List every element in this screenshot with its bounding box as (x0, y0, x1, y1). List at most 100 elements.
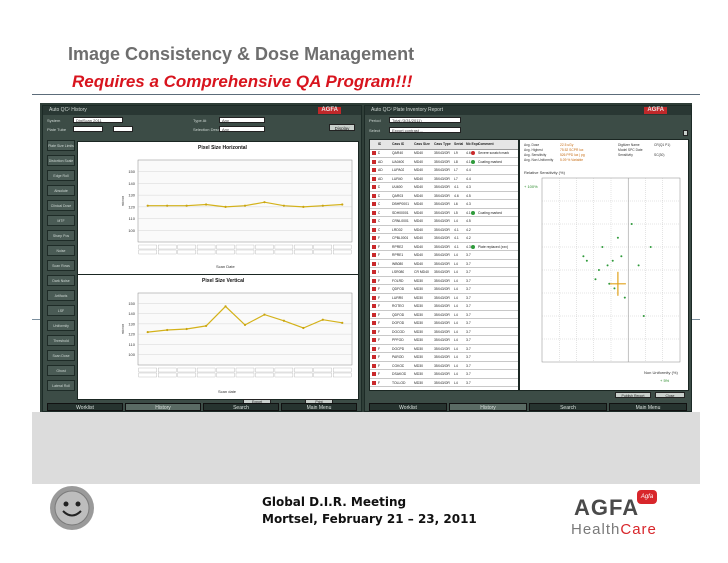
period-select[interactable]: Total (3/31/2011) (389, 117, 461, 123)
cell-size: MD30 (414, 321, 424, 325)
info-label: Sensitivity (618, 153, 633, 157)
side-button-8[interactable]: Scan Rows (47, 260, 75, 271)
cell-cass: LSR080 (392, 270, 405, 274)
status-indicator (372, 363, 376, 368)
table-row[interactable]: F PPFOD MD30 35X43/OR L4 3.7 (370, 336, 518, 345)
cell-size: MD40 (414, 219, 424, 223)
table-row[interactable]: F LURR0 MD30 35X43/OR L4 3.7 (370, 294, 518, 302)
inventory-tab-worklist[interactable]: Worklist (369, 403, 447, 411)
table-row[interactable]: F DSAKOD MD30 35X43/OR L4 3.7 (370, 370, 518, 379)
publish-report-button[interactable]: Publish Report (615, 392, 651, 398)
side-button-16[interactable]: Lateral Roll (47, 380, 75, 391)
side-button-0[interactable]: Plate Size Limits (47, 140, 75, 151)
data-point-10 (341, 321, 344, 324)
table-row[interactable]: F RPRE2 MD40 35X43/OR 4.1 4.3 Plate replaced (… (370, 243, 518, 251)
table-row[interactable]: D QAR40 MD40 35X43/OR L9 4.6 Severe scratch ma… (370, 149, 518, 158)
history-description-select[interactable]: Any (219, 126, 265, 132)
table-row[interactable]: F QDFOD MD30 35X43/OR L4 3.7 (370, 285, 518, 294)
side-button-3[interactable]: Absolute Position (47, 185, 75, 204)
table-row[interactable]: I WB080 MD40 35X43/OR L4 3.7 (370, 260, 518, 268)
footer-location-date: Mortsel, February 21 – 23, 2011 (262, 512, 477, 526)
side-button-6[interactable]: Sharp Pos (47, 230, 75, 241)
cell-type: 35X43/OR (434, 295, 450, 300)
history-tube-field[interactable] (113, 126, 133, 132)
cell-id: I (378, 261, 379, 266)
side-button-7[interactable]: Noise (47, 245, 75, 256)
table-row[interactable]: C LRD02 MD40 35X43/OR 4.1 4.2 (370, 226, 518, 234)
cell-type: 35X43/OR (434, 202, 450, 206)
side-button-9[interactable]: Dark Noise (47, 275, 75, 286)
cell-size: CR MD40 (414, 270, 429, 274)
comment-status-icon (471, 244, 475, 249)
column-header[interactable]: Cass Type (434, 142, 451, 146)
cell-id: F (378, 278, 381, 283)
column-header[interactable]: ID (378, 142, 382, 146)
cell-comment: Plate replaced (xxx) (478, 244, 508, 249)
side-button-5[interactable]: MTF (47, 215, 75, 226)
side-button-14[interactable]: Scan Dose (47, 350, 75, 361)
table-row[interactable]: F QDFOD MD30 35X43/OR L4 3.7 (370, 311, 518, 319)
history-tab-main-menu[interactable]: Main Menu (281, 403, 357, 411)
history-tab-history[interactable]: History (125, 403, 201, 411)
select-field[interactable]: Export contrast ... (389, 127, 461, 133)
close-button[interactable]: Close (655, 392, 685, 398)
cell-id: AD (378, 168, 383, 172)
history-type-select[interactable]: Any (219, 117, 265, 123)
side-button-10[interactable]: Artifacts (47, 290, 75, 301)
column-header[interactable]: Cass ID (392, 142, 405, 146)
table-row[interactable]: C SDH00001 MD40 35X43/OR L5 4.1 Coating marked (370, 209, 518, 217)
column-header[interactable]: Nb Expr (466, 142, 479, 146)
cell-serial: L4 (454, 261, 458, 266)
table-row[interactable]: F CGKOD MD30 35X43/OR L4 3.7 (370, 362, 518, 370)
cell-serial: L4 (454, 380, 458, 385)
side-button-4[interactable]: Clinical Dose (47, 200, 75, 211)
data-point-8 (302, 205, 305, 208)
side-button-15[interactable]: Ghost (47, 365, 75, 376)
inventory-tab-history[interactable]: History (449, 403, 527, 411)
table-row[interactable]: C DBHP0001 MD40 35X43/OR L6 4.3 (370, 200, 518, 209)
table-row[interactable]: F PAROD MD30 35X43/OR L4 3.7 (370, 353, 518, 362)
column-header[interactable]: Serial (454, 142, 464, 146)
cell-serial: L4 (454, 278, 458, 283)
data-point-5 (243, 204, 247, 207)
side-button-2[interactable]: Edge Roll (47, 170, 75, 181)
date-cell-3 (196, 367, 216, 373)
table-row[interactable]: C CRNL0001 MD40 35X43/OR L4 4.5 (370, 217, 518, 226)
history-tab-search[interactable]: Search (203, 403, 279, 411)
history-system-select[interactable]: DigiScan 2011 (73, 117, 123, 123)
table-row[interactable]: I LSR080 CR MD40 35X43/OR L4 3.7 (370, 268, 518, 277)
display-button[interactable]: Display (329, 124, 355, 131)
side-button-13[interactable]: Threshold (47, 335, 75, 346)
cell-size: MD40 (414, 168, 424, 172)
column-header[interactable]: Comment (478, 142, 494, 146)
table-row[interactable]: F DOCOD MD30 35X43/OR L4 3.7 (370, 328, 518, 336)
table-row[interactable]: F FOLRD MD30 35X43/OR L4 3.7 (370, 277, 518, 285)
table-row[interactable]: AD LUPA02 MD40 35X43/OR L7 4.4 (370, 166, 518, 175)
history-tab-worklist[interactable]: Worklist (47, 403, 123, 411)
table-row[interactable]: F ROTEO MD30 35X43/OR L4 3.7 (370, 302, 518, 311)
table-row[interactable]: F CPBL0001 MD40 35X43/OR 4.1 4.2 (370, 234, 518, 243)
side-button-1[interactable]: Distortion Scale (47, 155, 75, 166)
table-row[interactable]: D QAR03 MD40 35X43/OR 4.6 4.5 (370, 192, 518, 200)
plate-table: ID Cass ID Cass Size Cass Type Serial Nb Expr… (369, 139, 519, 391)
table-row[interactable]: F RPRE1 MD40 35X43/OR L4 3.7 (370, 251, 518, 260)
table-row[interactable]: F DOFOD MD30 35X43/OR L4 3.7 (370, 319, 518, 328)
value-cell-7 (274, 372, 294, 378)
cell-nb: 3.7 (466, 270, 471, 274)
table-row[interactable]: AD LUR40 MD40 35X43/OR L7 4.4 (370, 175, 518, 183)
divider-top (32, 94, 700, 95)
table-row[interactable]: F DOCPD MD30 35X43/OR L4 3.7 (370, 345, 518, 353)
column-header[interactable]: Cass Size (414, 142, 430, 146)
table-row[interactable]: AD UA0400 MD40 35X43/OR L8 4.1 Coating marked (370, 158, 518, 166)
cell-id: D (378, 193, 381, 198)
table-row[interactable]: F TOLLOD MD30 35X43/OR L4 3.7 (370, 379, 518, 387)
history-filter-label-2: Type At (193, 118, 207, 123)
side-button-11[interactable]: LSF (47, 305, 75, 316)
scroll-up-button[interactable] (683, 130, 688, 136)
date-cell-7 (274, 244, 294, 250)
table-row[interactable]: D UU600 MD40 35X43/OR 4.1 4.3 (370, 183, 518, 192)
inventory-tab-main-menu[interactable]: Main Menu (609, 403, 687, 411)
history-plate-field[interactable] (73, 126, 103, 132)
side-button-12[interactable]: Uniformity (47, 320, 75, 331)
inventory-tab-search[interactable]: Search (529, 403, 607, 411)
